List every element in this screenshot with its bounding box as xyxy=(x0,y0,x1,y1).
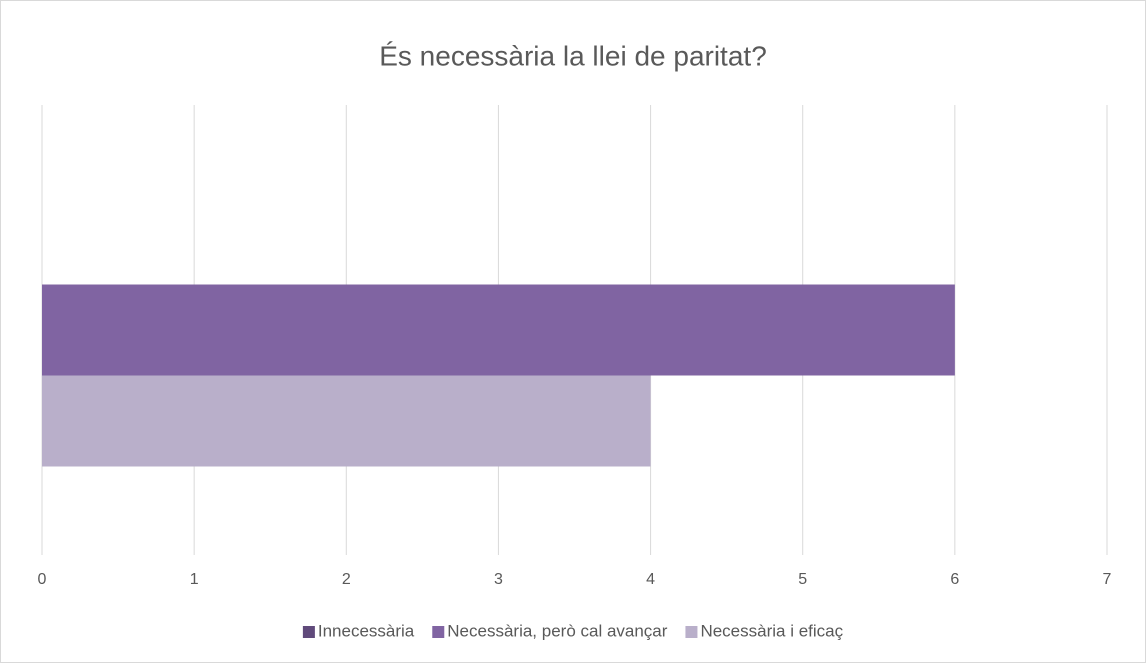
legend-label: Necessària, però cal avançar xyxy=(447,621,668,640)
legend-marker xyxy=(432,626,445,638)
x-tick-label: 1 xyxy=(190,571,199,588)
legend-label: Necessària i eficaç xyxy=(700,621,843,640)
x-tick-label: 3 xyxy=(494,571,503,588)
chart-title: És necessària la llei de paritat? xyxy=(379,40,767,71)
bar xyxy=(42,375,651,467)
x-tick-label: 7 xyxy=(1103,571,1112,588)
x-tick-label: 4 xyxy=(646,571,655,588)
x-tick-label: 0 xyxy=(38,571,47,588)
x-tick-label: 6 xyxy=(950,571,959,588)
legend-marker xyxy=(685,626,698,638)
legend-label: Innecessària xyxy=(318,621,415,640)
bar xyxy=(42,284,955,376)
x-tick-label: 5 xyxy=(798,571,807,588)
x-tick-label: 2 xyxy=(342,571,351,588)
legend-marker xyxy=(302,626,315,638)
